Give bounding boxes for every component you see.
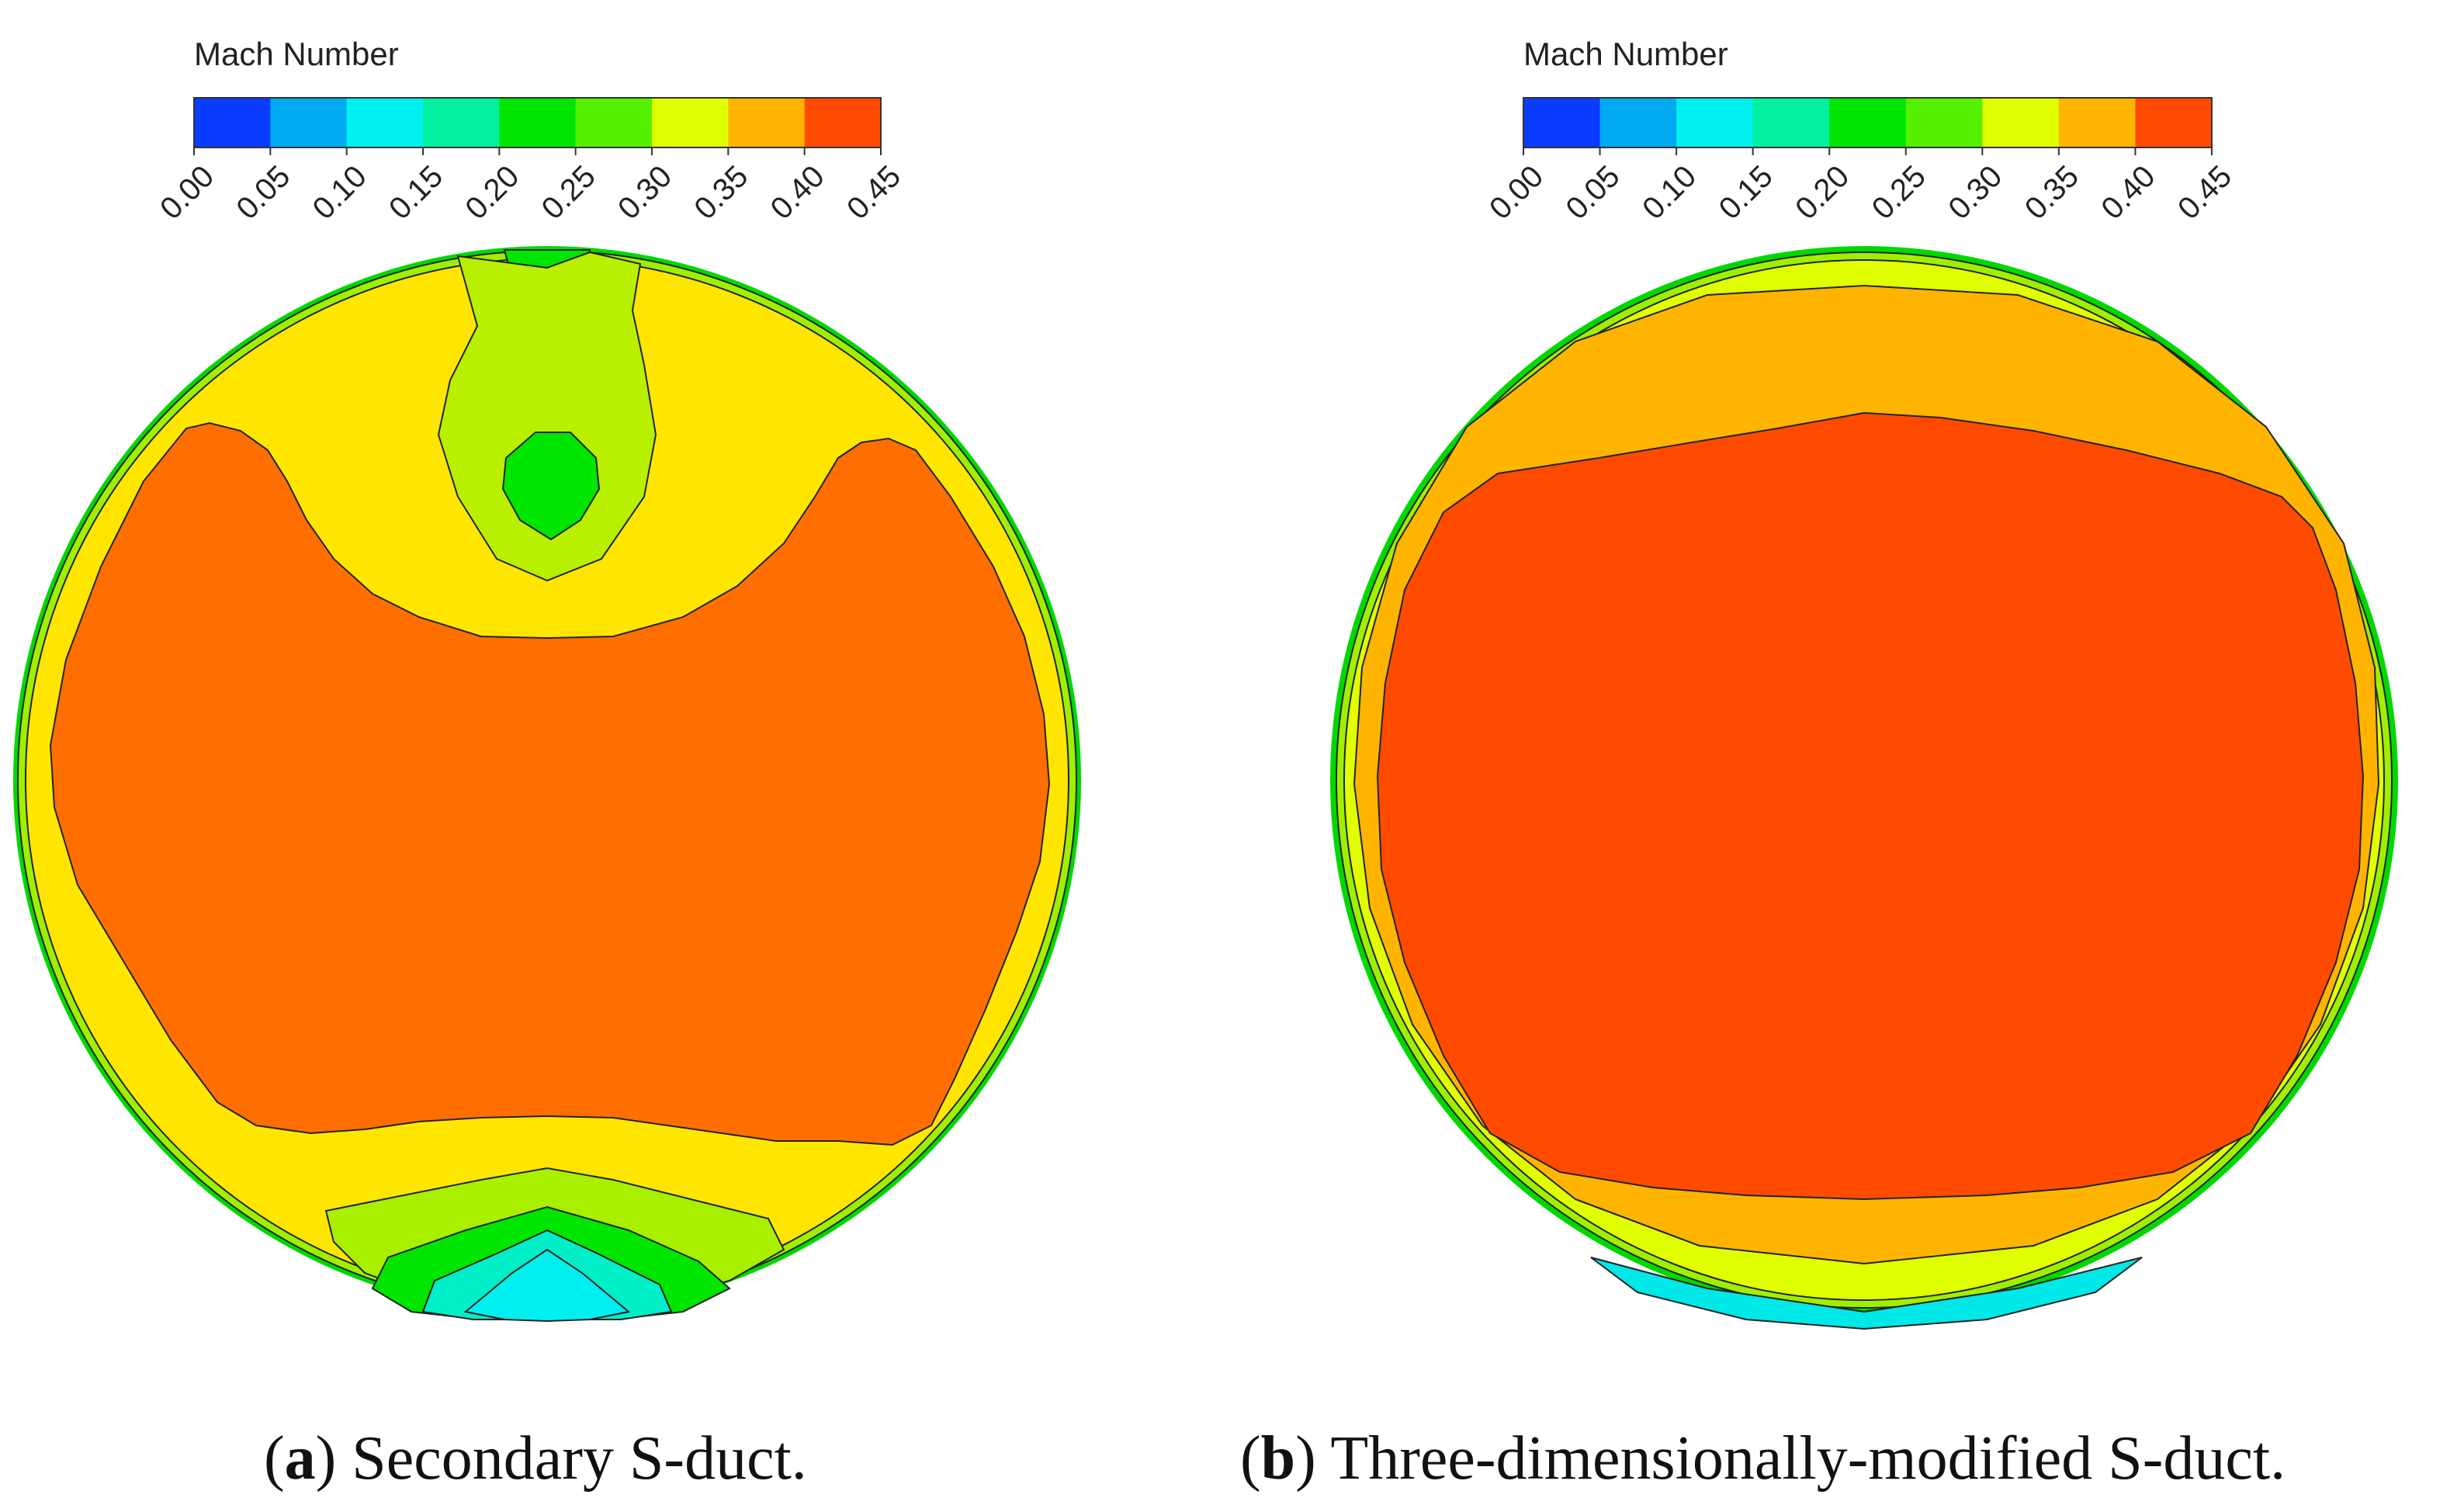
colorbar-tick-label-a-7: 0.35 [688,159,754,226]
contour-plot-b [1330,246,2398,1330]
colorbar-swatch-b-0 [1523,98,1601,147]
colorbar-swatch-b-3 [1752,98,1830,147]
contour-bottom-cyan-b [1590,1257,2143,1330]
caption-a-text: ) Secondary S-duct. [316,1424,807,1493]
contour-plot-a [13,246,1081,1323]
colorbar-swatch-b-5 [1905,98,1983,147]
colorbar-tick-label-a-1: 0.05 [230,159,296,226]
colorbar-tick-label-b-1: 0.05 [1560,159,1627,226]
colorbar-swatch-a-1 [270,98,348,147]
colorbar-swatch-a-7 [728,98,806,147]
caption-b-text: ) Three-dimensionally-modified S-duct. [1295,1424,2286,1493]
colorbar-tick-label-a-5: 0.25 [535,159,602,226]
colorbar-swatch-a-3 [423,98,500,147]
colorbar-tick-label-b-8: 0.40 [2095,159,2161,226]
panel-a: Mach Number 0.00 0.05 0.10 0.15 0.20 0.25 0.30… [13,36,1081,1493]
caption-b-label: b [1261,1424,1296,1493]
colorbar-swatch-a-5 [575,98,653,147]
colorbar-swatch-b-4 [1829,98,1907,147]
colorbar-swatch-a-8 [804,98,882,147]
colorbar-tick-label-a-9: 0.45 [840,159,907,226]
caption-a: (a) Secondary S-duct. [264,1424,807,1493]
colorbar-tick-label-a-8: 0.40 [764,159,831,226]
colorbar-tick-label-b-0: 0.00 [1483,159,1550,226]
colorbar-title-a: Mach Number [194,36,399,72]
colorbar-swatch-a-4 [499,98,577,147]
colorbar-b: 0.00 0.05 0.10 0.15 0.20 0.25 0.30 0.35 0.40 0.45 [1483,97,2238,226]
colorbar-swatch-b-7 [2058,98,2136,147]
colorbar-tick-label-b-2: 0.10 [1636,159,1703,226]
colorbar-a: 0.00 0.05 0.10 0.15 0.20 0.25 0.30 0.35 0.40 0.45 [154,97,907,226]
colorbar-swatch-b-6 [1982,98,2060,147]
contour-top-yellowgreen-a [437,251,657,582]
colorbar-swatch-b-2 [1676,98,1754,147]
colorbar-tick-label-b-5: 0.25 [1866,159,1932,226]
panel-b: Mach Number 0.00 0.05 0.10 0.15 0.20 0.25 0.30… [1240,36,2398,1493]
contour-core-b [1376,411,2365,1201]
caption-b: (b) Three-dimensionally-modified S-duct. [1240,1424,2286,1493]
colorbar-tick-label-b-3: 0.15 [1713,159,1780,226]
colorbar-title-b: Mach Number [1523,36,1728,72]
colorbar-swatch-b-8 [2135,98,2213,147]
colorbar-frame-a [193,97,882,148]
colorbar-tick-label-b-9: 0.45 [2171,159,2238,226]
contour-bottom-cyan-a [463,1248,631,1323]
colorbar-tick-label-a-3: 0.15 [383,159,449,226]
caption-a-label: a [285,1424,316,1493]
colorbar-swatch-a-6 [652,98,729,147]
contour-core-a [49,421,1051,1146]
colorbar-tick-label-b-4: 0.20 [1789,159,1856,226]
colorbar-swatch-b-1 [1599,98,1677,147]
colorbar-swatch-a-2 [346,98,424,147]
colorbar-swatch-a-0 [194,98,271,147]
colorbar-tick-label-a-2: 0.10 [307,159,373,226]
colorbar-tick-label-a-0: 0.00 [154,159,220,226]
colorbar-tick-label-a-4: 0.20 [459,159,525,226]
colorbar-tick-label-a-6: 0.30 [612,159,678,226]
colorbar-frame-b [1523,97,2213,148]
contour-top-vortex-a [501,432,601,541]
colorbar-tick-label-b-7: 0.35 [2019,159,2085,226]
colorbar-tick-label-b-6: 0.30 [1942,159,2008,226]
